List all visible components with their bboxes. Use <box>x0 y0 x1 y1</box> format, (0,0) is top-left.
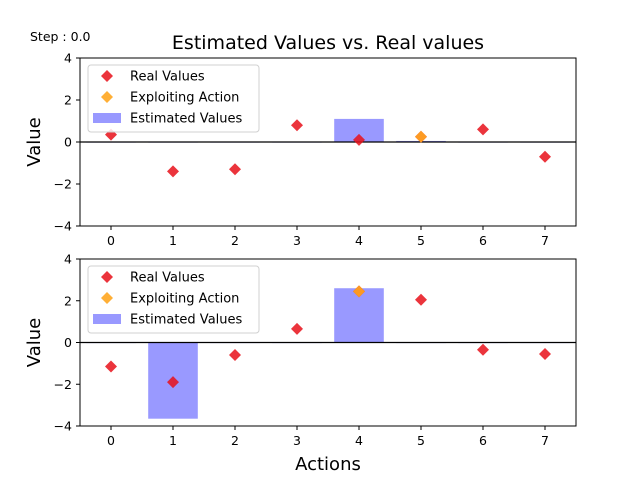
estimated-value-bar <box>334 118 384 142</box>
x-axis-title: Actions <box>295 454 361 475</box>
legend-label: Exploiting Action <box>130 91 239 106</box>
real-value-point <box>167 165 179 178</box>
legend-label: Real Values <box>130 70 205 85</box>
real-value-point <box>167 376 179 389</box>
x-tick-label: 1 <box>169 433 177 448</box>
step-counter: Step : 0.0 <box>30 29 91 44</box>
legend-marker-estimated <box>93 314 121 324</box>
legend-label: Exploiting Action <box>130 292 239 307</box>
y-tick-label: 2 <box>64 93 72 108</box>
real-value-point <box>105 360 117 373</box>
legend-marker-estimated <box>93 113 121 123</box>
x-tick-label: 2 <box>231 433 239 448</box>
real-value-point <box>415 293 427 306</box>
y-tick-label: −2 <box>54 377 72 392</box>
real-value-point <box>229 349 241 362</box>
legend-marker-real <box>101 70 113 82</box>
x-tick-label: 1 <box>169 233 177 248</box>
legend-box <box>87 265 260 334</box>
y-tick-label: 0 <box>64 135 72 150</box>
real-value-point <box>477 123 489 136</box>
y-tick-label: −4 <box>54 219 72 234</box>
real-value-point <box>291 322 303 335</box>
legend-box <box>87 64 260 133</box>
exploiting-action-point <box>353 285 365 298</box>
legend-label: Real Values <box>130 271 205 286</box>
real-value-point <box>477 343 489 356</box>
legend-label: Estimated Values <box>130 313 243 328</box>
legend-marker-real <box>101 271 113 283</box>
y-tick-label: 2 <box>64 293 72 308</box>
x-tick-label: 3 <box>293 233 301 248</box>
y-tick-label: 0 <box>64 335 72 350</box>
real-value-point <box>229 163 241 176</box>
legend: Real Values Exploiting Action Estimated Va… <box>87 64 260 133</box>
x-tick-label: 5 <box>417 233 425 248</box>
x-tick-label: 4 <box>355 233 363 248</box>
legend-marker-exploit <box>101 292 113 304</box>
x-tick-label: 6 <box>479 433 487 448</box>
x-tick-label: 7 <box>541 433 549 448</box>
legend-marker-exploit <box>101 91 113 103</box>
x-tick-label: 0 <box>107 233 115 248</box>
real-value-point <box>539 347 551 360</box>
x-tick-label: 7 <box>541 233 549 248</box>
real-value-point <box>291 119 303 132</box>
x-tick-label: 4 <box>355 433 363 448</box>
real-value-point <box>353 133 365 146</box>
y-tick-label: 4 <box>64 51 72 66</box>
chart-panel-1: Estimated Values vs. Real values 0 1 2 3 4 5 6 7… <box>24 32 577 248</box>
legend: Real Values Exploiting Action Estimated Va… <box>87 265 260 334</box>
y-axis-title: Value <box>24 117 45 166</box>
legend-label: Estimated Values <box>130 112 243 127</box>
exploiting-action-point <box>415 130 427 143</box>
x-tick-label: 6 <box>479 233 487 248</box>
x-tick-label: 2 <box>231 233 239 248</box>
real-value-point <box>539 150 551 163</box>
y-tick-label: −4 <box>54 419 72 434</box>
y-axis-title: Value <box>24 318 45 367</box>
x-tick-label: 0 <box>107 433 115 448</box>
x-tick-label: 5 <box>417 433 425 448</box>
chart-panel-2: 0 1 2 3 4 5 6 7 4 2 0 −2 −4 Value Actions Real Values Ex… <box>24 252 577 475</box>
y-tick-label: 4 <box>64 252 72 267</box>
chart-title: Estimated Values vs. Real values <box>172 32 484 54</box>
y-tick-label: −2 <box>54 177 72 192</box>
x-tick-label: 3 <box>293 433 301 448</box>
